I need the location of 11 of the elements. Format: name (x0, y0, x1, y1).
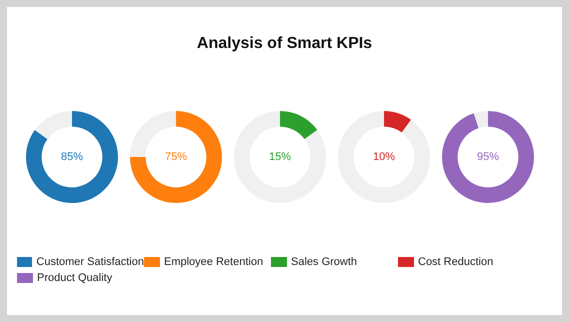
legend-label: Cost Reduction (418, 256, 494, 268)
legend-label: Employee Retention (164, 256, 264, 268)
text: 15% (268, 151, 292, 164)
legend-label: Product Quality (37, 272, 112, 284)
text: 85% (60, 151, 84, 164)
text: 10% (372, 151, 396, 164)
chart-title: Analysis of Smart KPIs (196, 35, 374, 53)
legend-label: Sales Growth (291, 256, 358, 268)
text: 75% (164, 151, 188, 164)
text: 95% (476, 151, 500, 164)
legend-label: Customer Satisfaction (36, 256, 144, 268)
